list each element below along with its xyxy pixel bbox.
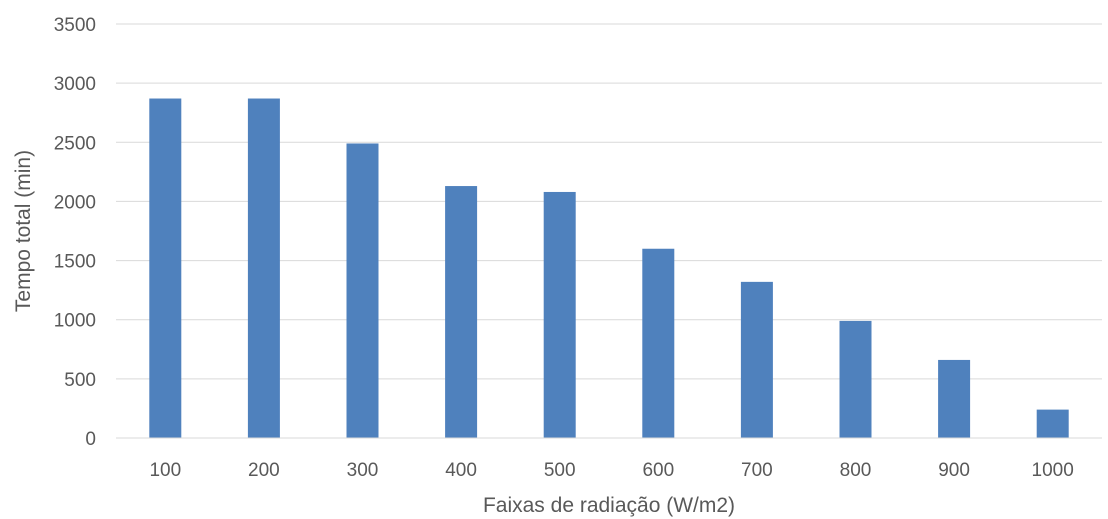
x-tick-label: 900 (938, 460, 970, 481)
x-tick-label: 500 (544, 460, 576, 481)
y-tick-label: 500 (64, 370, 96, 391)
bar-800 (839, 320, 872, 438)
gridlines (116, 23, 1102, 380)
x-tick-label: 1000 (1032, 460, 1074, 481)
x-tick-label: 600 (642, 460, 674, 481)
bar-200 (247, 98, 280, 439)
y-tick-label: 2000 (54, 192, 96, 213)
bar-100 (149, 98, 182, 439)
bar-500 (543, 191, 576, 438)
y-axis-title: Tempo total (min) (12, 150, 35, 312)
bars (149, 98, 1069, 439)
x-tick-label: 800 (840, 460, 872, 481)
x-tick-label: 300 (347, 460, 379, 481)
y-tick-label: 3000 (54, 74, 96, 95)
y-tick-label: 1000 (54, 311, 96, 332)
bar-600 (642, 248, 675, 438)
y-tick-label: 0 (85, 429, 96, 450)
x-tick-label: 100 (149, 460, 181, 481)
bar-900 (938, 359, 971, 438)
x-axis-title: Faixas de radiação (W/m2) (483, 494, 735, 517)
x-tick-label: 700 (741, 460, 773, 481)
x-tick-label: 200 (248, 460, 280, 481)
x-axis-tick-labels: 100 200 300 400 500 600 700 800 900 1000 (149, 460, 1073, 481)
bar-300 (346, 143, 379, 438)
bar-1000 (1036, 409, 1069, 438)
y-axis-tick-labels: 0 500 1000 1500 2000 2500 3000 3500 (54, 15, 96, 450)
bar-400 (445, 186, 478, 438)
y-tick-label: 3500 (54, 15, 96, 36)
bar-700 (740, 281, 773, 438)
x-tick-label: 400 (445, 460, 477, 481)
y-tick-label: 2500 (54, 133, 96, 154)
y-tick-label: 1500 (54, 252, 96, 273)
